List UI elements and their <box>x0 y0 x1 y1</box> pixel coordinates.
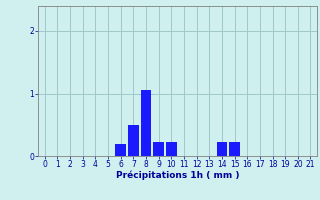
Bar <box>217 142 227 156</box>
Bar <box>115 144 126 156</box>
X-axis label: Précipitations 1h ( mm ): Précipitations 1h ( mm ) <box>116 171 239 180</box>
Bar <box>229 142 240 156</box>
Bar <box>128 125 139 156</box>
Bar <box>140 90 151 156</box>
Bar <box>153 142 164 156</box>
Bar <box>166 142 177 156</box>
